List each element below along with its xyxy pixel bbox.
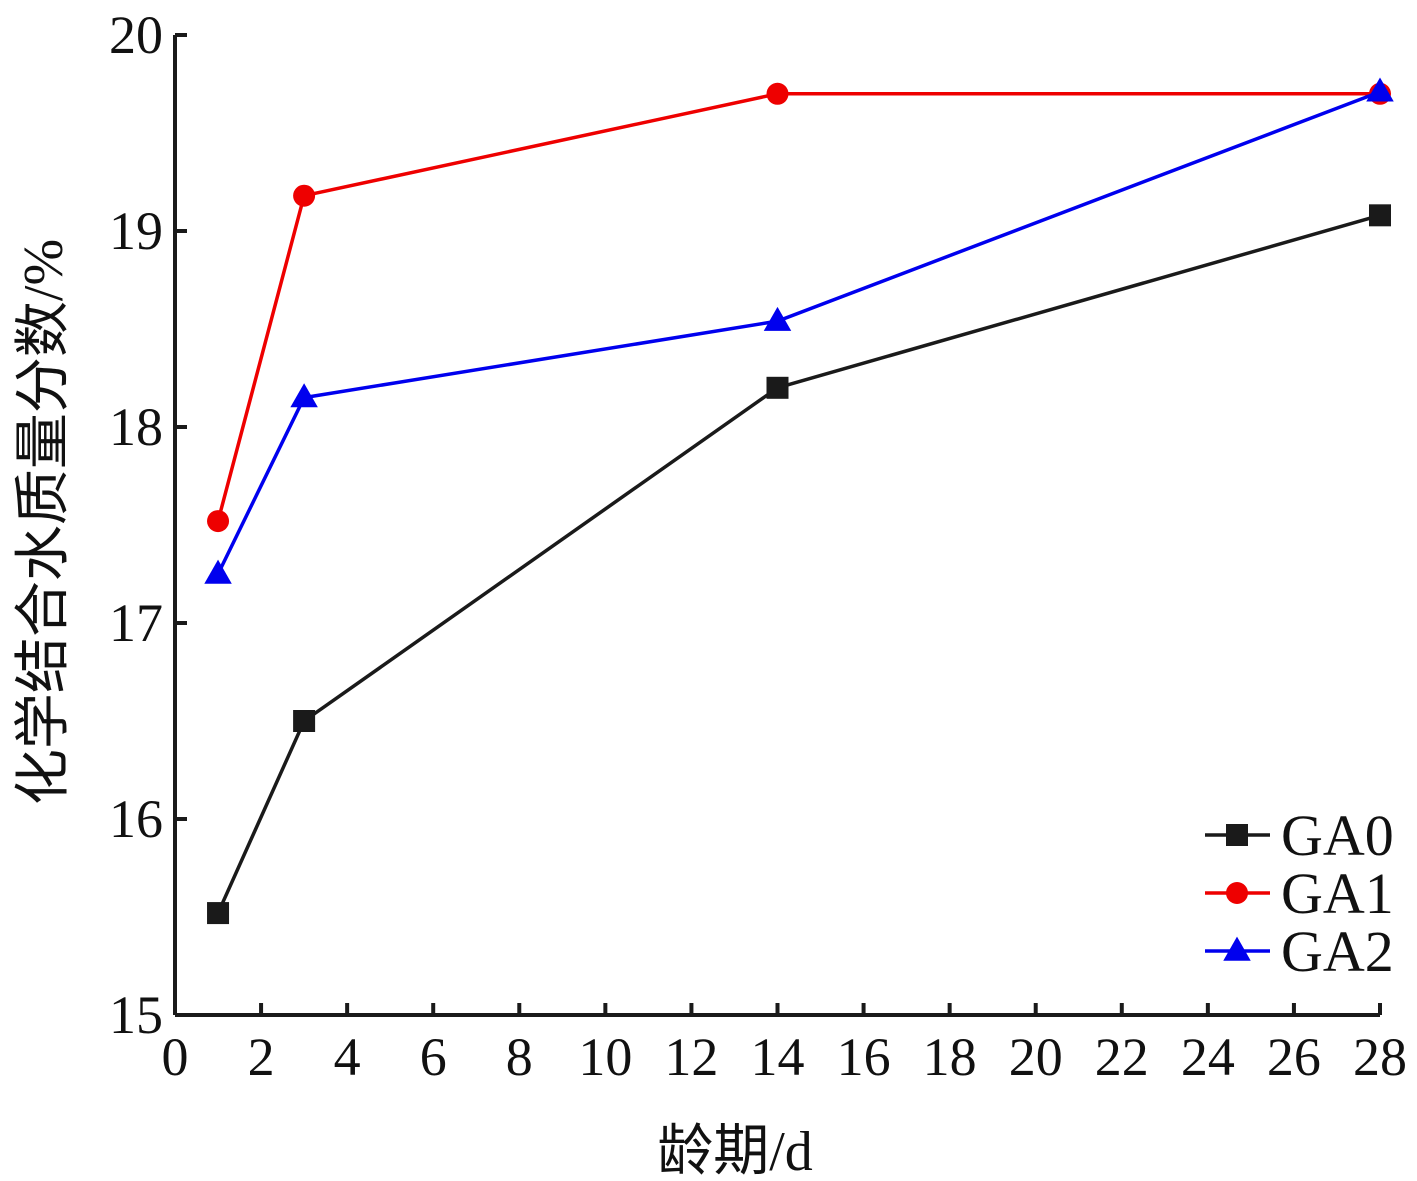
y-tick-label: 19 xyxy=(109,201,163,261)
legend-item-ga1: GA1 xyxy=(1205,861,1394,926)
legend-label: GA0 xyxy=(1281,803,1394,868)
legend-label: GA1 xyxy=(1281,861,1394,926)
y-tick-label: 20 xyxy=(109,5,163,65)
x-tick-label: 14 xyxy=(751,1027,805,1087)
x-tick-label: 28 xyxy=(1353,1027,1407,1087)
data-point-ga0 xyxy=(293,710,315,732)
y-tick-label: 16 xyxy=(109,789,163,849)
series-line-ga2 xyxy=(218,92,1380,574)
x-tick-label: 20 xyxy=(1009,1027,1063,1087)
x-tick-label: 4 xyxy=(334,1027,361,1087)
data-point-ga0 xyxy=(767,377,789,399)
data-point-ga1 xyxy=(767,83,789,105)
data-point-ga2 xyxy=(204,560,232,584)
y-tick-label: 17 xyxy=(109,593,163,653)
x-tick-label: 12 xyxy=(664,1027,718,1087)
data-point-ga1 xyxy=(293,185,315,207)
legend-marker xyxy=(1223,937,1251,961)
legend-label: GA2 xyxy=(1281,919,1394,984)
legend-item-ga2: GA2 xyxy=(1205,919,1394,984)
x-tick-label: 16 xyxy=(837,1027,891,1087)
y-tick-label: 15 xyxy=(109,985,163,1045)
series-group xyxy=(204,78,1393,925)
data-point-ga1 xyxy=(207,510,229,532)
x-tick-label: 2 xyxy=(248,1027,275,1087)
data-point-ga0 xyxy=(1369,204,1391,226)
data-point-ga0 xyxy=(207,902,229,924)
y-tick-label: 18 xyxy=(109,397,163,457)
series-ga2 xyxy=(204,78,1393,584)
series-ga1 xyxy=(207,83,1391,532)
x-tick-label: 24 xyxy=(1181,1027,1235,1087)
legend-marker xyxy=(1226,824,1248,846)
axes xyxy=(175,35,1380,1015)
x-tick-label: 22 xyxy=(1095,1027,1149,1087)
legend-marker xyxy=(1226,882,1248,904)
y-axis-title: 化学结合水质量分数/% xyxy=(13,239,75,805)
x-tick-label: 18 xyxy=(923,1027,977,1087)
series-line-ga0 xyxy=(218,215,1380,913)
legend-item-ga0: GA0 xyxy=(1205,803,1394,868)
x-tick-label: 10 xyxy=(578,1027,632,1087)
x-tick-label: 26 xyxy=(1267,1027,1321,1087)
x-tick-label: 0 xyxy=(162,1027,189,1087)
x-tick-label: 8 xyxy=(506,1027,533,1087)
x-axis-title: 龄期/d xyxy=(657,1121,813,1181)
x-tick-label: 6 xyxy=(420,1027,447,1087)
